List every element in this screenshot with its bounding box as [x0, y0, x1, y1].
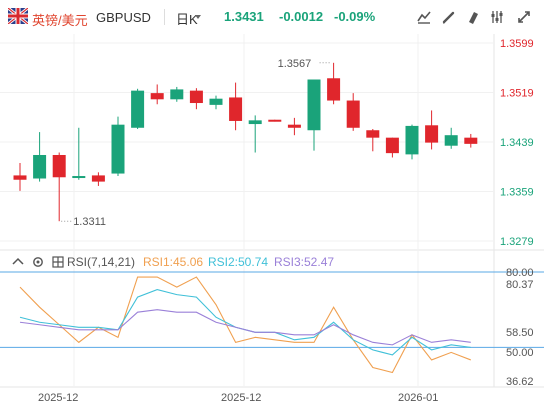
fullscreen-icon[interactable]	[516, 9, 532, 25]
rsi1-value: RSI1:45.06	[143, 255, 204, 269]
rsi2-value: RSI2:50.74	[208, 255, 269, 269]
chart-header: 英镑/美元 GBPUSD 日K 1.3431 -0.0012 -0.09%	[0, 0, 544, 34]
candle-body	[33, 154, 47, 179]
candle-body	[287, 124, 301, 128]
uk-flag-icon	[8, 8, 28, 24]
price-change-percent: -0.09%	[334, 9, 376, 24]
candle-body	[327, 78, 341, 101]
candle-body	[52, 154, 66, 178]
candle-body	[385, 137, 399, 154]
price-tick-label: 1.3519	[500, 88, 534, 100]
brush-icon[interactable]	[441, 9, 457, 25]
candle-body	[189, 90, 203, 104]
candle-body	[425, 125, 439, 143]
header-divider	[164, 9, 165, 25]
candle-body	[307, 79, 321, 131]
eraser-icon[interactable]	[465, 9, 481, 25]
price-change: -0.0012	[279, 9, 324, 24]
rsi-tick-label: 36.62	[506, 376, 534, 388]
candle-body	[209, 98, 223, 105]
low-price-label: 1.3311	[73, 216, 106, 228]
high-price-label: 1.3567	[278, 58, 312, 70]
candle-body	[150, 93, 164, 100]
rsi-params: RSI(7,14,21)	[67, 255, 136, 269]
candle-body	[170, 89, 184, 100]
rsi-series-line-rsi1	[19, 276, 471, 374]
candle-body	[268, 119, 282, 122]
last-price: 1.3431	[224, 9, 264, 24]
price-tick-label: 1.3279	[500, 236, 534, 248]
candle-body	[464, 137, 478, 144]
time-axis-label: 2026-01	[398, 392, 438, 404]
rsi-legend: RSI(7,14,21) RSI1:45.06 RSI2:50.74 RSI3:…	[0, 253, 420, 271]
collapse-icon[interactable]	[11, 255, 25, 269]
price-tick-label: 1.3439	[500, 137, 534, 149]
rsi-series-line-rsi2	[19, 289, 471, 356]
rsi3-value: RSI3:52.47	[274, 255, 335, 269]
candle-body	[366, 130, 380, 138]
candle-body	[405, 125, 419, 155]
candle-body	[13, 175, 27, 180]
candle-body	[91, 175, 105, 182]
rsi-series-line-rsi3	[19, 309, 471, 346]
candle-body	[346, 100, 360, 128]
chevron-down-icon[interactable]	[194, 13, 202, 21]
candle-body	[229, 97, 243, 121]
period-selector[interactable]: 日K	[176, 12, 198, 27]
gear-icon[interactable]	[31, 255, 45, 269]
rsi-tick-label: 58.50	[506, 327, 534, 339]
symbol-code: GBPUSD	[96, 10, 151, 25]
candle-body	[444, 135, 458, 146]
settings-icon[interactable]	[489, 9, 505, 25]
indicator-grid-icon[interactable]	[51, 255, 65, 269]
price-tick-label: 1.3599	[500, 38, 534, 50]
candle-body	[111, 124, 125, 174]
candle-body	[131, 90, 145, 128]
time-axis-label: 2025-12	[221, 392, 261, 404]
rsi-tick-label: 80.37	[506, 279, 534, 291]
symbol-name-cn[interactable]: 英镑/美元	[32, 13, 88, 28]
candle-body	[248, 120, 262, 125]
rsi-tick-label: 50.00	[506, 347, 534, 359]
indicator-icon[interactable]	[416, 9, 432, 25]
price-tick-label: 1.3359	[500, 187, 534, 199]
candle-body	[72, 176, 86, 179]
time-axis-label: 2025-12	[38, 392, 78, 404]
rsi-tick-label: 80.00	[506, 267, 534, 279]
